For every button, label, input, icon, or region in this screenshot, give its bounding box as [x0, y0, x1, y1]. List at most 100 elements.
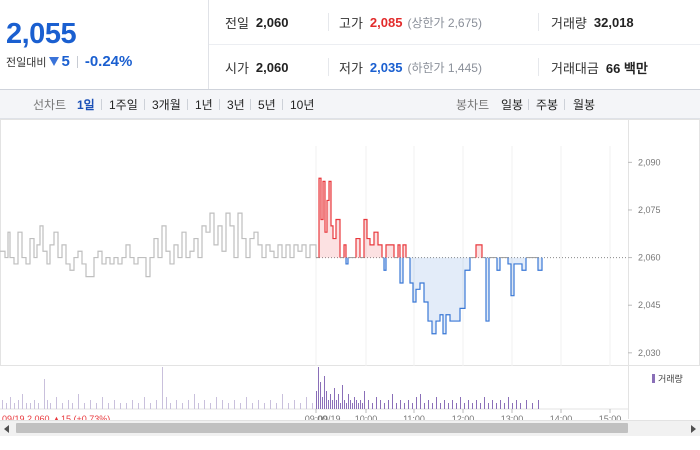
stat-high: 고가 2,085 (상한가 2,675) [328, 13, 482, 31]
volume-bar [468, 400, 469, 409]
stat-label: 거래대금 [551, 60, 599, 76]
tab-1year[interactable]: 1년 [195, 98, 213, 112]
y-axis: 2,090 2,075 2,060 2,045 2,030 [628, 157, 661, 358]
volume-bar [504, 403, 505, 409]
stat-volume: 거래량 32,018 [538, 13, 634, 31]
y-tick-label: 2,030 [638, 348, 661, 358]
tab-3year[interactable]: 3년 [227, 98, 245, 112]
volume-bar [96, 403, 97, 409]
volume-bar [372, 403, 373, 409]
volume-bar [320, 382, 321, 409]
volume-bar [68, 400, 69, 409]
x-tick-label: 15:00 [599, 414, 622, 420]
volume-bar [358, 403, 359, 409]
volume-bar [368, 400, 369, 409]
volume-bar [10, 397, 11, 409]
tab-3month[interactable]: 3개월 [152, 98, 181, 112]
tab-weekly[interactable]: 주봉 [536, 98, 559, 112]
up-area [476, 244, 482, 258]
volume-bar [6, 403, 7, 409]
lower-limit: (하한가 1,445) [407, 60, 482, 75]
tab-1week[interactable]: 1주일 [109, 98, 138, 112]
volume-bar [300, 403, 301, 409]
tab-monthly[interactable]: 월봉 [573, 98, 596, 112]
tab-5year[interactable]: 5년 [258, 98, 276, 112]
volume-bar [318, 367, 319, 409]
volume-bar [362, 403, 363, 409]
x-tick-label: 10:00 [355, 414, 378, 420]
x-axis: 09:00 10:00 11:00 12:00 13:00 14:00 15:00 09/19… [2, 409, 621, 420]
volume-bar [416, 397, 417, 409]
stat-value: 66 백만 [605, 60, 648, 76]
scroll-right-icon[interactable] [691, 425, 696, 433]
volume-bar [306, 397, 307, 409]
down-area [497, 257, 500, 271]
tab-daily[interactable]: 일봉 [501, 98, 524, 112]
volume-bar [364, 391, 365, 409]
volume-bar [328, 400, 329, 409]
volume-bar [182, 403, 183, 409]
volume-bar [508, 397, 509, 409]
volume-bar [520, 403, 521, 409]
volume-bar [188, 400, 189, 409]
tab-divider [101, 99, 102, 110]
volume-bar [276, 403, 277, 409]
volume-bar [336, 400, 337, 409]
volume-bar [338, 394, 339, 409]
volume-bar [102, 397, 103, 409]
current-price: 2,055 [6, 18, 77, 50]
price-lines [0, 177, 543, 335]
volume-bar [532, 403, 533, 409]
tab-divider [187, 99, 188, 110]
volume-bar [400, 400, 401, 409]
stat-low: 저가 2,035 (하한가 1,445) [328, 58, 482, 76]
volume-bar [488, 403, 489, 409]
volume-bar [34, 400, 35, 409]
volume-bar [384, 403, 385, 409]
tab-10year[interactable]: 10년 [290, 98, 315, 112]
volume-bar [420, 394, 421, 409]
intraday-price-chart[interactable]: 2,090 2,075 2,060 2,045 2,030 거래량 09:00 10:00… [0, 119, 700, 420]
volume-bar [538, 400, 539, 409]
volume-bar [330, 394, 331, 409]
volume-bar [484, 397, 485, 409]
horizontal-scrollbar[interactable] [0, 420, 700, 436]
up-line [343, 244, 347, 258]
stat-grid: 전일 2,060 고가 2,085 (상한가 2,675) 거래량 32,018… [209, 0, 700, 89]
volume-bar [166, 397, 167, 409]
upper-limit: (상한가 2,675) [407, 15, 482, 30]
tab-1day[interactable]: 1일 [77, 98, 95, 112]
stat-label: 시가 [225, 60, 249, 76]
volume-bar [18, 400, 19, 409]
volume-bar [492, 400, 493, 409]
up-area [356, 238, 360, 258]
up-line [363, 218, 383, 258]
up-line [397, 244, 401, 258]
volume-bar [340, 403, 341, 409]
stat-label: 전일 [225, 15, 249, 31]
down-line [345, 257, 349, 265]
volume-bar [404, 403, 405, 409]
volume-bar [132, 400, 133, 409]
volume-bar [448, 403, 449, 409]
volume-bar [432, 403, 433, 409]
volume-bar [258, 400, 259, 409]
stat-prev-close: 전일 2,060 [225, 0, 288, 44]
stat-value: 2,060 [255, 14, 289, 30]
stat-open: 시가 2,060 [225, 45, 288, 89]
volume-bar [444, 400, 445, 409]
scrollbar-thumb[interactable] [16, 423, 628, 433]
volume-bar [516, 400, 517, 409]
scroll-left-icon[interactable] [4, 425, 9, 433]
down-area [410, 257, 470, 334]
x-tick-label: 09:00 [305, 414, 328, 420]
volume-bar [348, 394, 349, 409]
up-area [319, 178, 340, 258]
up-line [385, 244, 395, 258]
volume-bar [240, 403, 241, 409]
volume-legend-label: 거래량 [658, 373, 683, 384]
tab-divider [282, 99, 283, 110]
down-line [383, 257, 387, 271]
volume-bar [480, 403, 481, 409]
volume-bar [246, 397, 247, 409]
